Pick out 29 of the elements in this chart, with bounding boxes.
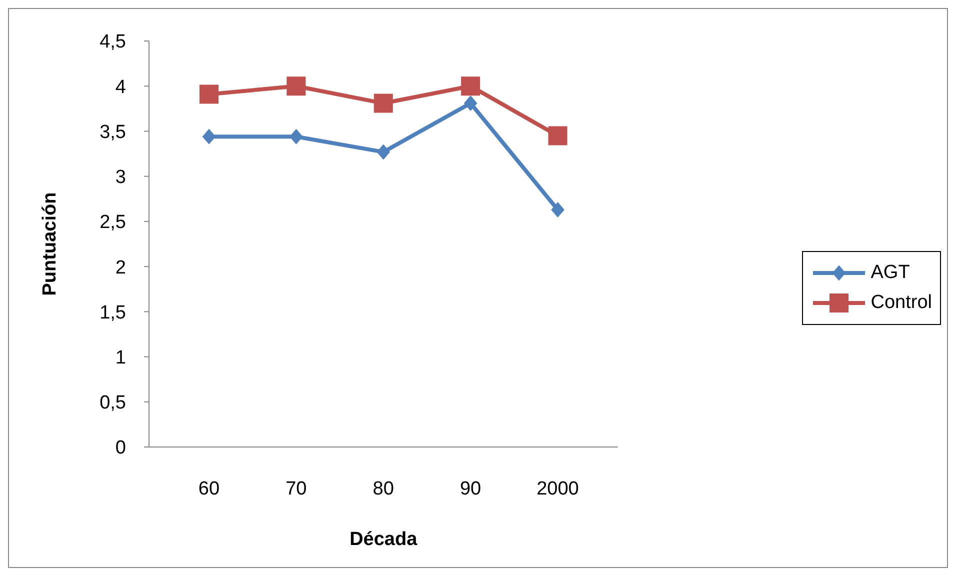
x-tick-label: 2000 xyxy=(536,478,579,500)
legend-label: Control xyxy=(870,292,932,314)
x-tick-label: 70 xyxy=(286,478,307,500)
point xyxy=(290,129,303,144)
y-tick-label: 2,5 xyxy=(100,212,126,234)
point xyxy=(464,96,478,111)
point xyxy=(548,126,568,146)
point xyxy=(286,76,306,96)
y-tick-label: 1,5 xyxy=(100,302,126,324)
x-tick-label: 90 xyxy=(460,478,482,500)
y-tick-label: 0,5 xyxy=(100,392,126,414)
y-tick-label: 0 xyxy=(115,438,126,459)
y-tick-label: 1 xyxy=(115,348,126,369)
y-tick-label: 4 xyxy=(115,76,126,98)
x-tick-label: 80 xyxy=(372,478,394,500)
y-tick-label: 3 xyxy=(115,167,126,188)
y-axis-title: Puntuación xyxy=(40,192,61,296)
y-tick-label: 2 xyxy=(115,257,126,278)
point xyxy=(551,202,564,218)
point xyxy=(200,84,218,104)
x-axis-title: Década xyxy=(350,529,418,550)
y-tick-label: 3,5 xyxy=(100,122,126,143)
x-tick-label: 60 xyxy=(198,478,220,500)
point xyxy=(374,94,393,113)
point xyxy=(202,129,216,144)
point xyxy=(376,144,390,160)
y-tick-label: 4,5 xyxy=(100,32,126,53)
legend-label: AGT xyxy=(870,262,910,284)
point xyxy=(461,76,480,96)
